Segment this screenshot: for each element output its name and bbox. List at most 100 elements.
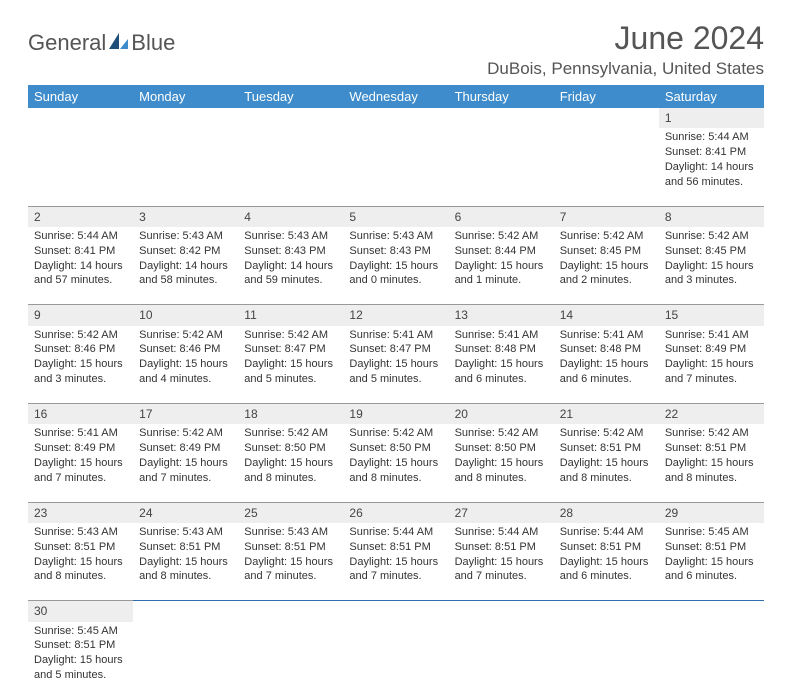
day-cell: Sunrise: 5:44 AMSunset: 8:51 PMDaylight:… [554,523,659,601]
day-cell [554,128,659,206]
day-number: 30 [28,601,133,622]
day-cell [133,128,238,206]
day-cell: Sunrise: 5:45 AMSunset: 8:51 PMDaylight:… [28,622,133,700]
day-cell: Sunrise: 5:44 AMSunset: 8:51 PMDaylight:… [449,523,554,601]
day-number: 20 [449,404,554,425]
daylight: Daylight: 15 hours and 3 minutes. [665,259,758,289]
sunset: Sunset: 8:51 PM [665,441,758,456]
day-number: 22 [659,404,764,425]
day-cell [449,622,554,700]
day-cell [659,622,764,700]
sunrise: Sunrise: 5:44 AM [349,525,442,540]
daylight: Daylight: 15 hours and 8 minutes. [244,456,337,486]
sunrise: Sunrise: 5:44 AM [34,229,127,244]
sunset: Sunset: 8:51 PM [560,441,653,456]
sunset: Sunset: 8:41 PM [665,145,758,160]
day-number-row: 30 [28,601,764,622]
daylight: Daylight: 15 hours and 0 minutes. [349,259,442,289]
day-number: 16 [28,404,133,425]
sunrise: Sunrise: 5:42 AM [560,229,653,244]
day-cell [238,128,343,206]
day-body-row: Sunrise: 5:42 AMSunset: 8:46 PMDaylight:… [28,326,764,404]
day-cell: Sunrise: 5:42 AMSunset: 8:44 PMDaylight:… [449,227,554,305]
sunrise: Sunrise: 5:42 AM [665,229,758,244]
day-number: 15 [659,305,764,326]
day-cell: Sunrise: 5:41 AMSunset: 8:47 PMDaylight:… [343,326,448,404]
day-cell: Sunrise: 5:42 AMSunset: 8:49 PMDaylight:… [133,424,238,502]
day-cell: Sunrise: 5:41 AMSunset: 8:48 PMDaylight:… [554,326,659,404]
day-cell: Sunrise: 5:43 AMSunset: 8:43 PMDaylight:… [238,227,343,305]
sunset: Sunset: 8:51 PM [349,540,442,555]
day-cell: Sunrise: 5:42 AMSunset: 8:51 PMDaylight:… [554,424,659,502]
day-cell: Sunrise: 5:41 AMSunset: 8:48 PMDaylight:… [449,326,554,404]
day-cell: Sunrise: 5:42 AMSunset: 8:45 PMDaylight:… [659,227,764,305]
day-number: 29 [659,502,764,523]
sunrise: Sunrise: 5:42 AM [349,426,442,441]
day-number [343,108,448,128]
day-number [238,108,343,128]
day-cell: Sunrise: 5:43 AMSunset: 8:51 PMDaylight:… [238,523,343,601]
brand-name-b: Blue [131,30,175,56]
day-number [238,601,343,622]
day-number: 8 [659,206,764,227]
location: DuBois, Pennsylvania, United States [487,59,764,79]
month-title: June 2024 [487,20,764,57]
sunrise: Sunrise: 5:43 AM [244,229,337,244]
day-number: 1 [659,108,764,128]
day-number: 12 [343,305,448,326]
day-cell: Sunrise: 5:42 AMSunset: 8:50 PMDaylight:… [449,424,554,502]
sunset: Sunset: 8:51 PM [34,540,127,555]
daylight: Daylight: 15 hours and 8 minutes. [455,456,548,486]
daylight: Daylight: 14 hours and 58 minutes. [139,259,232,289]
daylight: Daylight: 15 hours and 6 minutes. [560,357,653,387]
sunset: Sunset: 8:46 PM [139,342,232,357]
sunset: Sunset: 8:45 PM [665,244,758,259]
sunset: Sunset: 8:50 PM [349,441,442,456]
day-cell: Sunrise: 5:45 AMSunset: 8:51 PMDaylight:… [659,523,764,601]
sunrise: Sunrise: 5:43 AM [349,229,442,244]
day-cell: Sunrise: 5:44 AMSunset: 8:41 PMDaylight:… [659,128,764,206]
day-cell: Sunrise: 5:43 AMSunset: 8:51 PMDaylight:… [133,523,238,601]
day-number: 3 [133,206,238,227]
weekday-header: Wednesday [343,85,448,108]
sunset: Sunset: 8:48 PM [455,342,548,357]
day-body-row: Sunrise: 5:44 AMSunset: 8:41 PMDaylight:… [28,227,764,305]
sunrise: Sunrise: 5:44 AM [455,525,548,540]
day-number: 19 [343,404,448,425]
weekday-header: Sunday [28,85,133,108]
day-cell: Sunrise: 5:43 AMSunset: 8:42 PMDaylight:… [133,227,238,305]
day-number-row: 2345678 [28,206,764,227]
calendar-table: SundayMondayTuesdayWednesdayThursdayFrid… [28,85,764,700]
daylight: Daylight: 15 hours and 7 minutes. [244,555,337,585]
day-number: 18 [238,404,343,425]
sunrise: Sunrise: 5:44 AM [560,525,653,540]
sunset: Sunset: 8:51 PM [139,540,232,555]
day-number [133,108,238,128]
sunrise: Sunrise: 5:43 AM [139,229,232,244]
day-number: 2 [28,206,133,227]
weekday-header: Thursday [449,85,554,108]
day-number: 7 [554,206,659,227]
sunset: Sunset: 8:50 PM [244,441,337,456]
sunset: Sunset: 8:51 PM [560,540,653,555]
day-number: 6 [449,206,554,227]
sunset: Sunset: 8:46 PM [34,342,127,357]
day-number [449,601,554,622]
brand-logo: General Blue [28,30,175,56]
day-cell: Sunrise: 5:42 AMSunset: 8:50 PMDaylight:… [343,424,448,502]
daylight: Daylight: 15 hours and 7 minutes. [34,456,127,486]
daylight: Daylight: 15 hours and 8 minutes. [349,456,442,486]
sunset: Sunset: 8:43 PM [349,244,442,259]
day-number [133,601,238,622]
day-number: 17 [133,404,238,425]
day-cell [133,622,238,700]
sunrise: Sunrise: 5:42 AM [560,426,653,441]
sunset: Sunset: 8:50 PM [455,441,548,456]
sunset: Sunset: 8:43 PM [244,244,337,259]
day-body-row: Sunrise: 5:44 AMSunset: 8:41 PMDaylight:… [28,128,764,206]
sunset: Sunset: 8:49 PM [665,342,758,357]
day-number: 28 [554,502,659,523]
weekday-header: Friday [554,85,659,108]
sunrise: Sunrise: 5:43 AM [34,525,127,540]
sunset: Sunset: 8:48 PM [560,342,653,357]
